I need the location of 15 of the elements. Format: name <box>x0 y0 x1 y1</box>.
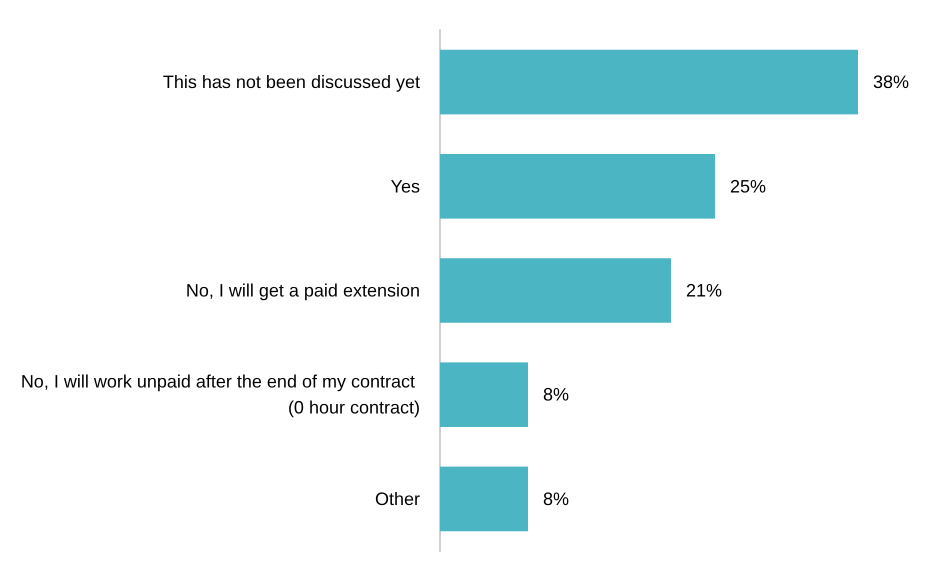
y-tick-label: This has not been discussed yet <box>162 72 420 92</box>
y-tick-label: No, I will get a paid extension <box>186 280 420 300</box>
y-tick-label: Other <box>374 488 420 509</box>
data-label: 38% <box>873 72 910 92</box>
data-label: 21% <box>686 280 722 300</box>
bar <box>440 362 528 427</box>
bar <box>440 50 858 114</box>
y-tick-label: Yes <box>390 176 420 196</box>
bar <box>440 154 715 219</box>
y-tick-label: No, I will work unpaid after the end of my contract (0 hour contract) <box>20 372 420 418</box>
data-label: 8% <box>543 384 570 405</box>
data-label: 25% <box>730 176 766 196</box>
bar <box>440 258 671 323</box>
bar <box>440 466 528 532</box>
data-label: 8% <box>543 488 570 509</box>
